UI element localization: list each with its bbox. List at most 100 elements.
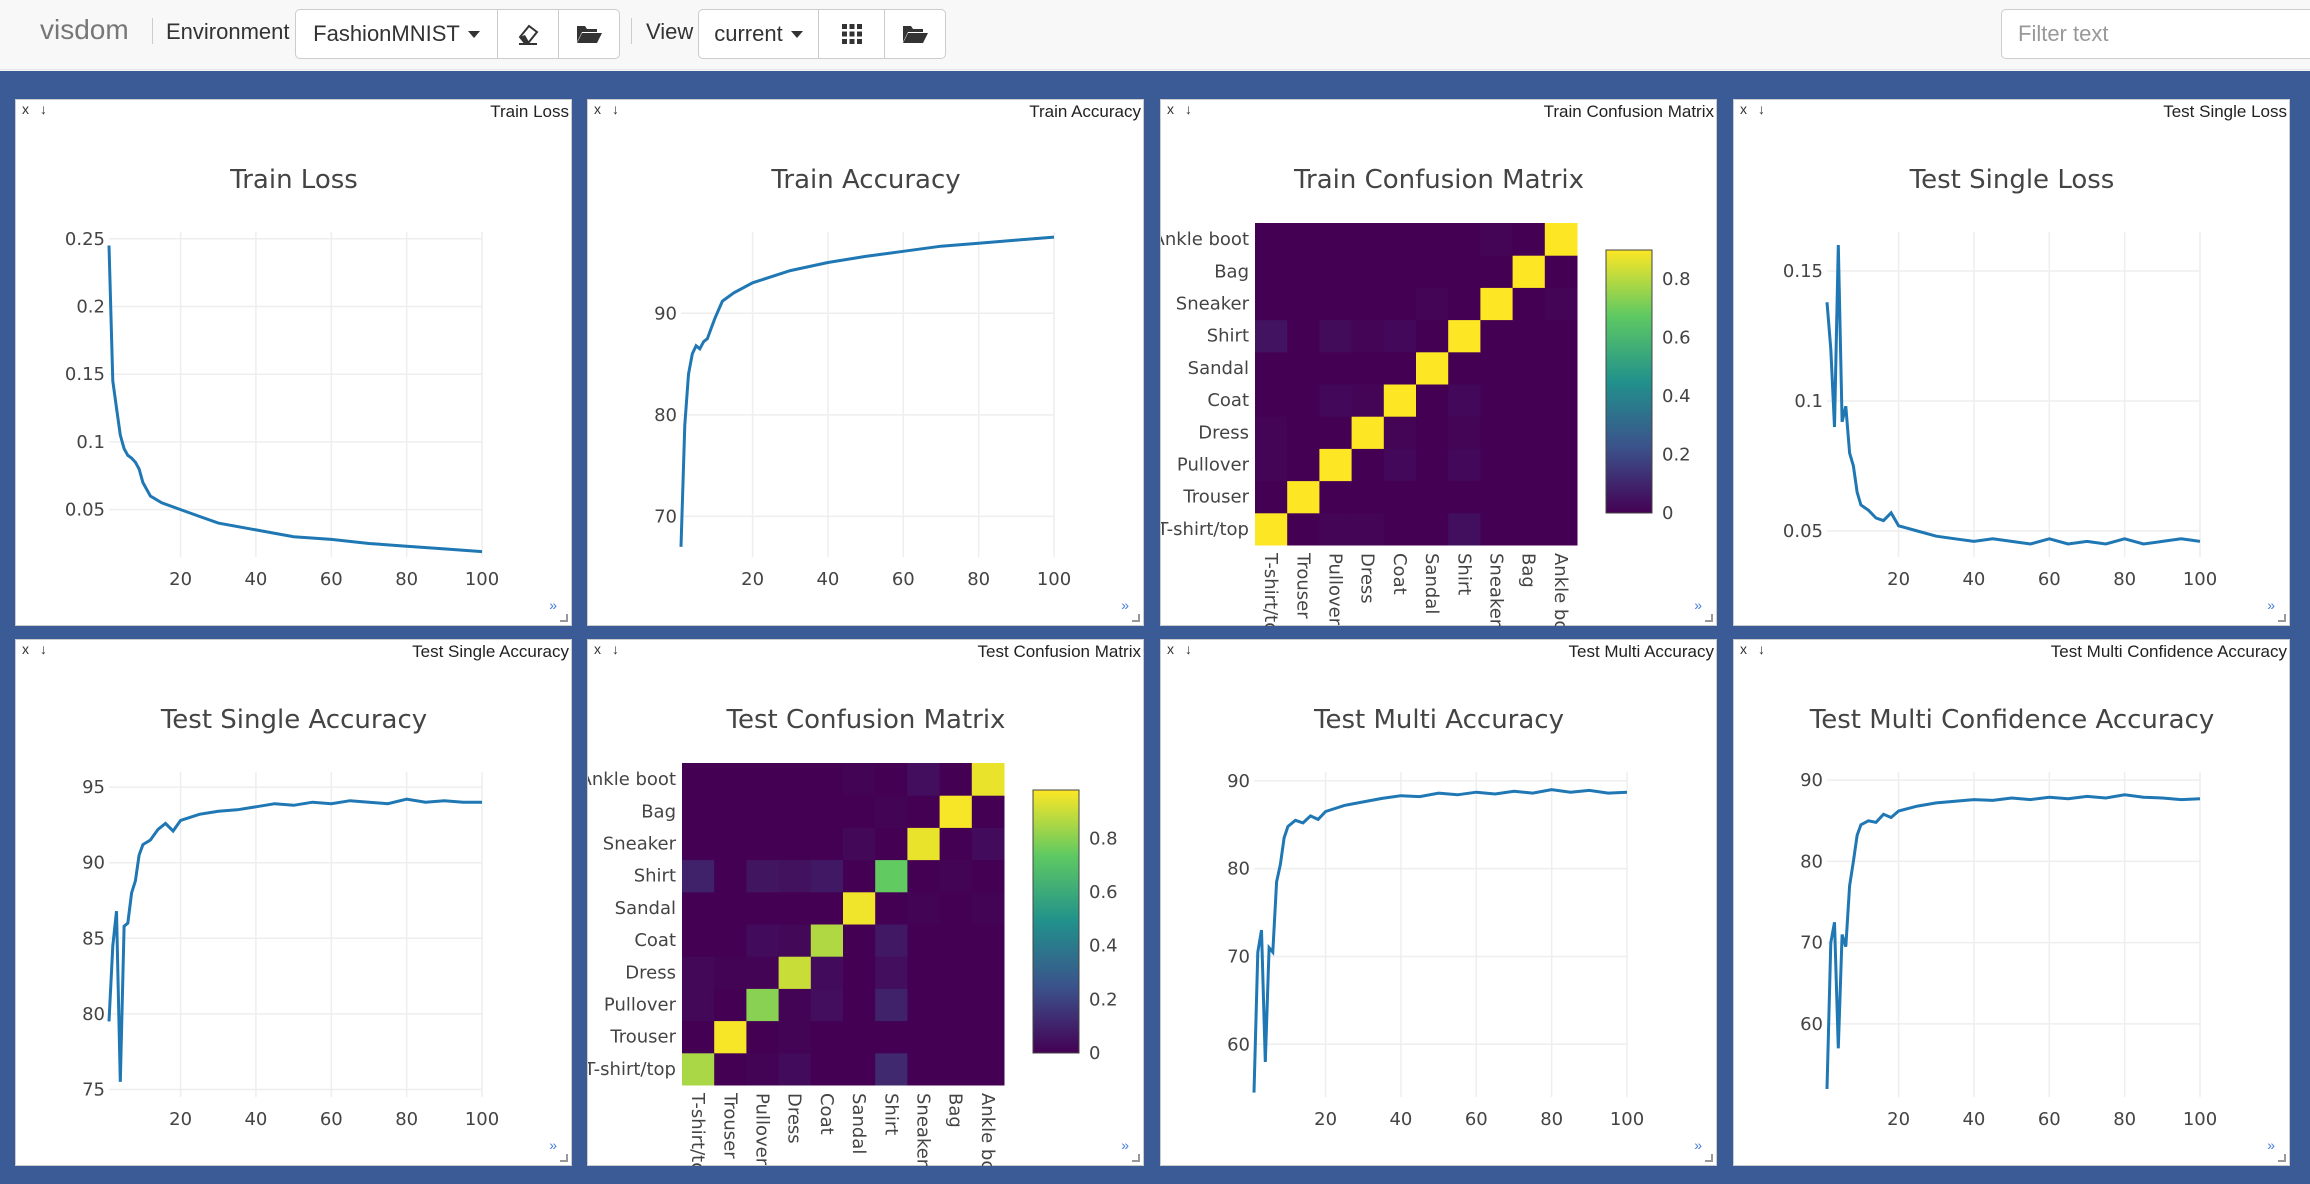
heatmap-cell (875, 1052, 908, 1086)
heatmap-cell (1416, 416, 1449, 449)
clear-env-button[interactable] (497, 9, 559, 59)
more-options-icon[interactable]: » (2267, 597, 2275, 613)
y-tick-label: Trouser (609, 1027, 676, 1048)
manage-views-button[interactable] (884, 9, 946, 59)
heatmap-cell (843, 795, 876, 828)
download-pane-button[interactable]: ↓ (40, 101, 47, 117)
close-pane-button[interactable]: x (1167, 641, 1174, 657)
resize-handle-icon[interactable] (560, 614, 568, 622)
divider (631, 18, 632, 44)
pane-6[interactable]: x ↓ Test Multi Accuracy Test Multi Accuracy… (1160, 639, 1717, 1166)
heatmap-cell (714, 1020, 747, 1054)
heatmap-cell (971, 859, 1005, 893)
environment-dropdown[interactable]: FashionMNIST (295, 9, 498, 59)
heatmap-cell (907, 795, 941, 828)
heatmap-cell (1448, 512, 1481, 546)
pane-bar[interactable]: x ↓ Test Single Accuracy (16, 640, 571, 661)
x-tick-label: Sneaker (913, 1093, 934, 1166)
heatmap-cell (1319, 255, 1353, 288)
heatmap-cell (1544, 255, 1578, 288)
heatmap-cell (1448, 223, 1481, 256)
y-tick-label: 90 (654, 303, 677, 324)
pane-3[interactable]: x ↓ Test Single Loss Test Single Loss 20 40 60… (1733, 99, 2290, 626)
pane-bar[interactable]: x ↓ Test Confusion Matrix (588, 640, 1143, 661)
more-options-icon[interactable]: » (549, 597, 557, 613)
heatmap-cell (1287, 351, 1320, 385)
heatmap-cell (843, 763, 876, 796)
manage-env-button[interactable] (558, 9, 620, 59)
heatmap-cell (746, 891, 780, 925)
view-dropdown[interactable]: current (698, 9, 819, 59)
heatmap-cell (810, 924, 844, 957)
repack-button[interactable] (818, 9, 885, 59)
heatmap-cell (682, 891, 715, 925)
more-options-icon[interactable]: » (1694, 597, 1702, 613)
brand-logo[interactable]: visdom (40, 14, 129, 45)
download-pane-button[interactable]: ↓ (1758, 101, 1765, 117)
pane-0[interactable]: x ↓ Train Loss Train Loss 20 40 60 80 100 0.05 0.1… (15, 99, 572, 626)
colorbar-tick-label: 0.8 (1662, 269, 1691, 290)
download-pane-button[interactable]: ↓ (1185, 641, 1192, 657)
heatmap-cell (1351, 287, 1385, 321)
pane-bar[interactable]: x ↓ Test Single Loss (1734, 100, 2289, 121)
y-tick-label: 90 (1800, 770, 1823, 791)
download-pane-button[interactable]: ↓ (612, 641, 619, 657)
pane-bar[interactable]: x ↓ Test Multi Accuracy (1161, 640, 1716, 661)
more-options-icon[interactable]: » (2267, 1137, 2275, 1153)
resize-handle-icon[interactable] (560, 1154, 568, 1162)
download-pane-button[interactable]: ↓ (40, 641, 47, 657)
pane-1[interactable]: x ↓ Train Accuracy Train Accuracy 20 40 60 80 10… (587, 99, 1144, 626)
close-pane-button[interactable]: x (22, 101, 29, 117)
pane-5[interactable]: x ↓ Test Confusion Matrix Test Confusion Ma… (587, 639, 1144, 1166)
resize-handle-icon[interactable] (1705, 614, 1713, 622)
close-pane-button[interactable]: x (1740, 101, 1747, 117)
folder-open-icon (903, 26, 928, 43)
x-tick-label: 20 (1887, 569, 1910, 590)
heatmap-cell (875, 859, 908, 893)
heatmap-cell (1255, 384, 1288, 417)
pane-bar[interactable]: x ↓ Train Accuracy (588, 100, 1143, 121)
more-options-icon[interactable]: » (549, 1137, 557, 1153)
heatmap-cell (1287, 448, 1320, 482)
heatmap-cell (746, 1052, 780, 1086)
heatmap-cell (1416, 255, 1449, 288)
more-options-icon[interactable]: » (1121, 597, 1129, 613)
heatmap-cell (1351, 448, 1385, 482)
heatmap-cell (1319, 319, 1353, 353)
plot-title: Test Single Loss (1909, 165, 2115, 195)
heatmap-cell (810, 795, 844, 828)
close-pane-button[interactable]: x (594, 101, 601, 117)
close-pane-button[interactable]: x (22, 641, 29, 657)
colorbar-tick-label: 0.2 (1662, 445, 1691, 466)
heatmap-cell (1383, 287, 1417, 321)
resize-handle-icon[interactable] (1132, 1154, 1140, 1162)
download-pane-button[interactable]: ↓ (1185, 101, 1192, 117)
more-options-icon[interactable]: » (1694, 1137, 1702, 1153)
heatmap-cell (843, 956, 876, 989)
heatmap-cell (907, 1020, 941, 1054)
heatmap-cell (1480, 351, 1514, 385)
pane-bar[interactable]: x ↓ Train Confusion Matrix (1161, 100, 1716, 121)
heatmap-cell (1448, 384, 1481, 417)
pane-bar[interactable]: x ↓ Test Multi Confidence Accuracy (1734, 640, 2289, 661)
pane-2[interactable]: x ↓ Train Confusion Matrix Train Confusion … (1160, 99, 1717, 626)
resize-handle-icon[interactable] (2278, 1154, 2286, 1162)
heatmap-cell (1287, 384, 1320, 417)
resize-handle-icon[interactable] (1705, 1154, 1713, 1162)
download-pane-button[interactable]: ↓ (1758, 641, 1765, 657)
pane-7[interactable]: x ↓ Test Multi Confidence Accuracy Test Mul… (1733, 639, 2290, 1166)
close-pane-button[interactable]: x (594, 641, 601, 657)
download-pane-button[interactable]: ↓ (612, 101, 619, 117)
pane-4[interactable]: x ↓ Test Single Accuracy Test Single Accura… (15, 639, 572, 1166)
more-options-icon[interactable]: » (1121, 1137, 1129, 1153)
filter-input[interactable] (2001, 9, 2310, 59)
close-pane-button[interactable]: x (1740, 641, 1747, 657)
heatmap-cell (682, 956, 715, 989)
pane-bar[interactable]: x ↓ Train Loss (16, 100, 571, 121)
resize-handle-icon[interactable] (1132, 614, 1140, 622)
close-pane-button[interactable]: x (1167, 101, 1174, 117)
y-tick-label: 90 (82, 853, 105, 874)
y-tick-label: 80 (1800, 851, 1823, 872)
y-tick-label: 70 (1800, 933, 1823, 954)
resize-handle-icon[interactable] (2278, 614, 2286, 622)
